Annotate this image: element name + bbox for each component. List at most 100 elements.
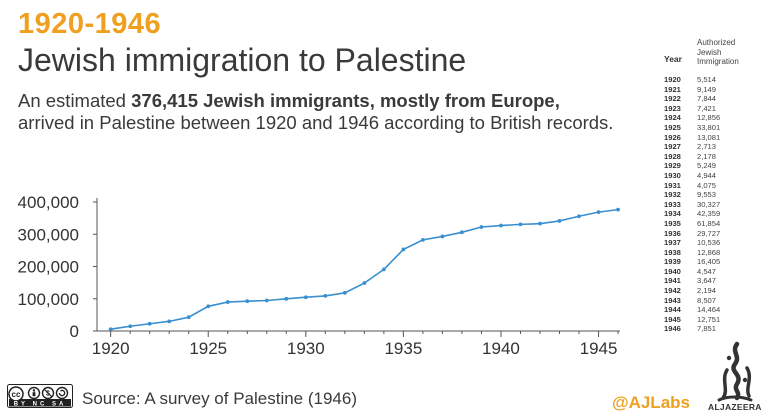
row-value: 4,944 bbox=[697, 170, 717, 180]
row-value: 4,075 bbox=[697, 180, 717, 190]
row-year: 1931 bbox=[664, 180, 681, 190]
data-point bbox=[128, 324, 133, 329]
row-year: 1938 bbox=[664, 247, 681, 257]
table-row: 1928 2,178 bbox=[664, 152, 764, 162]
data-point bbox=[401, 247, 406, 252]
row-year: 1937 bbox=[664, 238, 681, 248]
row-value: 9,149 bbox=[697, 84, 717, 94]
table-row: 1946 7,851 bbox=[664, 324, 764, 334]
row-year: 1922 bbox=[664, 94, 681, 104]
table-value-header: Authorized Jewish Immigration bbox=[697, 38, 739, 67]
table-row: 1925 33,801 bbox=[664, 123, 764, 133]
row-year: 1923 bbox=[664, 103, 681, 113]
data-point bbox=[303, 295, 308, 300]
row-value: 33,801 bbox=[697, 122, 721, 132]
data-point bbox=[381, 267, 386, 272]
row-value: 12,868 bbox=[697, 247, 721, 257]
data-point bbox=[440, 234, 445, 239]
x-tick-label: 1945 bbox=[580, 339, 618, 358]
row-year: 1945 bbox=[664, 314, 681, 324]
table-row: 1931 4,075 bbox=[664, 181, 764, 191]
table-row: 1935 61,854 bbox=[664, 219, 764, 229]
subtitle-post: arrived in Palestine between 1920 and 19… bbox=[18, 112, 614, 133]
svg-text:cc: cc bbox=[12, 390, 21, 399]
row-year: 1932 bbox=[664, 190, 681, 200]
series-line bbox=[110, 208, 619, 331]
table-row: 1939 16,405 bbox=[664, 257, 764, 267]
x-tick-label: 1940 bbox=[482, 339, 520, 358]
data-point bbox=[596, 210, 601, 215]
row-year: 1939 bbox=[664, 257, 681, 267]
table-row: 1933 30,327 bbox=[664, 200, 764, 210]
row-year: 1929 bbox=[664, 161, 681, 171]
table-year-header: Year bbox=[664, 54, 682, 64]
row-year: 1928 bbox=[664, 151, 681, 161]
data-point bbox=[206, 304, 211, 309]
creative-commons-icon: cc $ BY NC SA bbox=[7, 384, 73, 408]
table-row: 1932 9,553 bbox=[664, 190, 764, 200]
table-row: 1936 29,727 bbox=[664, 229, 764, 239]
table-row: 1940 4,547 bbox=[664, 267, 764, 277]
data-point bbox=[167, 319, 172, 324]
row-value: 13,081 bbox=[697, 132, 721, 142]
table-row: 1924 12,856 bbox=[664, 113, 764, 123]
table-row: 1938 12,868 bbox=[664, 248, 764, 258]
data-point bbox=[557, 219, 562, 223]
row-year: 1926 bbox=[664, 132, 681, 142]
row-value: 7,844 bbox=[697, 94, 717, 104]
row-value: 61,854 bbox=[697, 218, 721, 228]
x-tick-label: 1925 bbox=[189, 339, 227, 358]
table-row: 1927 2,713 bbox=[664, 142, 764, 152]
data-point bbox=[538, 221, 542, 226]
row-year: 1943 bbox=[664, 295, 681, 305]
row-value: 2,713 bbox=[697, 142, 717, 152]
svg-text:$: $ bbox=[46, 391, 50, 398]
table-value-header-line: Authorized bbox=[697, 38, 736, 47]
data-point bbox=[420, 237, 425, 242]
data-point bbox=[225, 300, 230, 304]
row-value: 9,553 bbox=[697, 190, 717, 200]
table-row: 1923 7,421 bbox=[664, 104, 764, 114]
table-row: 1941 3,647 bbox=[664, 276, 764, 286]
row-value: 16,405 bbox=[697, 257, 721, 267]
row-year: 1934 bbox=[664, 209, 681, 219]
table-row: 1921 9,149 bbox=[664, 85, 764, 95]
aljazeera-logo-icon bbox=[717, 341, 753, 402]
row-year: 1936 bbox=[664, 228, 681, 238]
page-title: Jewish immigration to Palestine bbox=[18, 42, 467, 78]
table-row: 1943 8,507 bbox=[664, 296, 764, 306]
row-value: 8,507 bbox=[697, 295, 717, 305]
row-value: 2,178 bbox=[697, 151, 717, 161]
y-tick-label: 300,000 bbox=[18, 225, 79, 244]
data-point bbox=[362, 281, 367, 285]
row-year: 1927 bbox=[664, 142, 681, 152]
table-row: 1930 4,944 bbox=[664, 171, 764, 181]
table-row: 1945 12,751 bbox=[664, 315, 764, 325]
data-point bbox=[499, 223, 503, 228]
table-row: 1922 7,844 bbox=[664, 94, 764, 104]
data-point bbox=[108, 327, 113, 332]
subtitle-bold: 376,415 Jewish immigrants, mostly from E… bbox=[131, 90, 560, 111]
row-year: 1933 bbox=[664, 199, 681, 209]
y-tick-label: 200,000 bbox=[18, 258, 79, 277]
row-value: 7,421 bbox=[697, 103, 717, 113]
row-year: 1930 bbox=[664, 170, 681, 180]
data-point bbox=[323, 294, 328, 298]
license-label: BY NC SA bbox=[14, 401, 67, 407]
table-value-header-line: Immigration bbox=[697, 57, 739, 66]
row-year: 1946 bbox=[664, 324, 681, 334]
row-year: 1925 bbox=[664, 122, 681, 132]
y-tick-label: 100,000 bbox=[18, 290, 79, 309]
cc-icon bbox=[8, 386, 24, 402]
ajlabs-handle[interactable]: @AJLabs bbox=[612, 393, 690, 412]
row-value: 10,536 bbox=[697, 238, 721, 248]
row-year: 1942 bbox=[664, 286, 681, 296]
data-point bbox=[186, 315, 191, 320]
row-value: 2,194 bbox=[697, 286, 717, 296]
row-value: 5,514 bbox=[697, 75, 717, 84]
table-value-header-line: Jewish bbox=[697, 47, 722, 57]
row-year: 1935 bbox=[664, 218, 681, 228]
years-title: 1920-1946 bbox=[18, 8, 162, 40]
subtitle: An estimated 376,415 Jewish immigrants, … bbox=[18, 90, 618, 134]
x-tick-label: 1920 bbox=[92, 339, 130, 358]
